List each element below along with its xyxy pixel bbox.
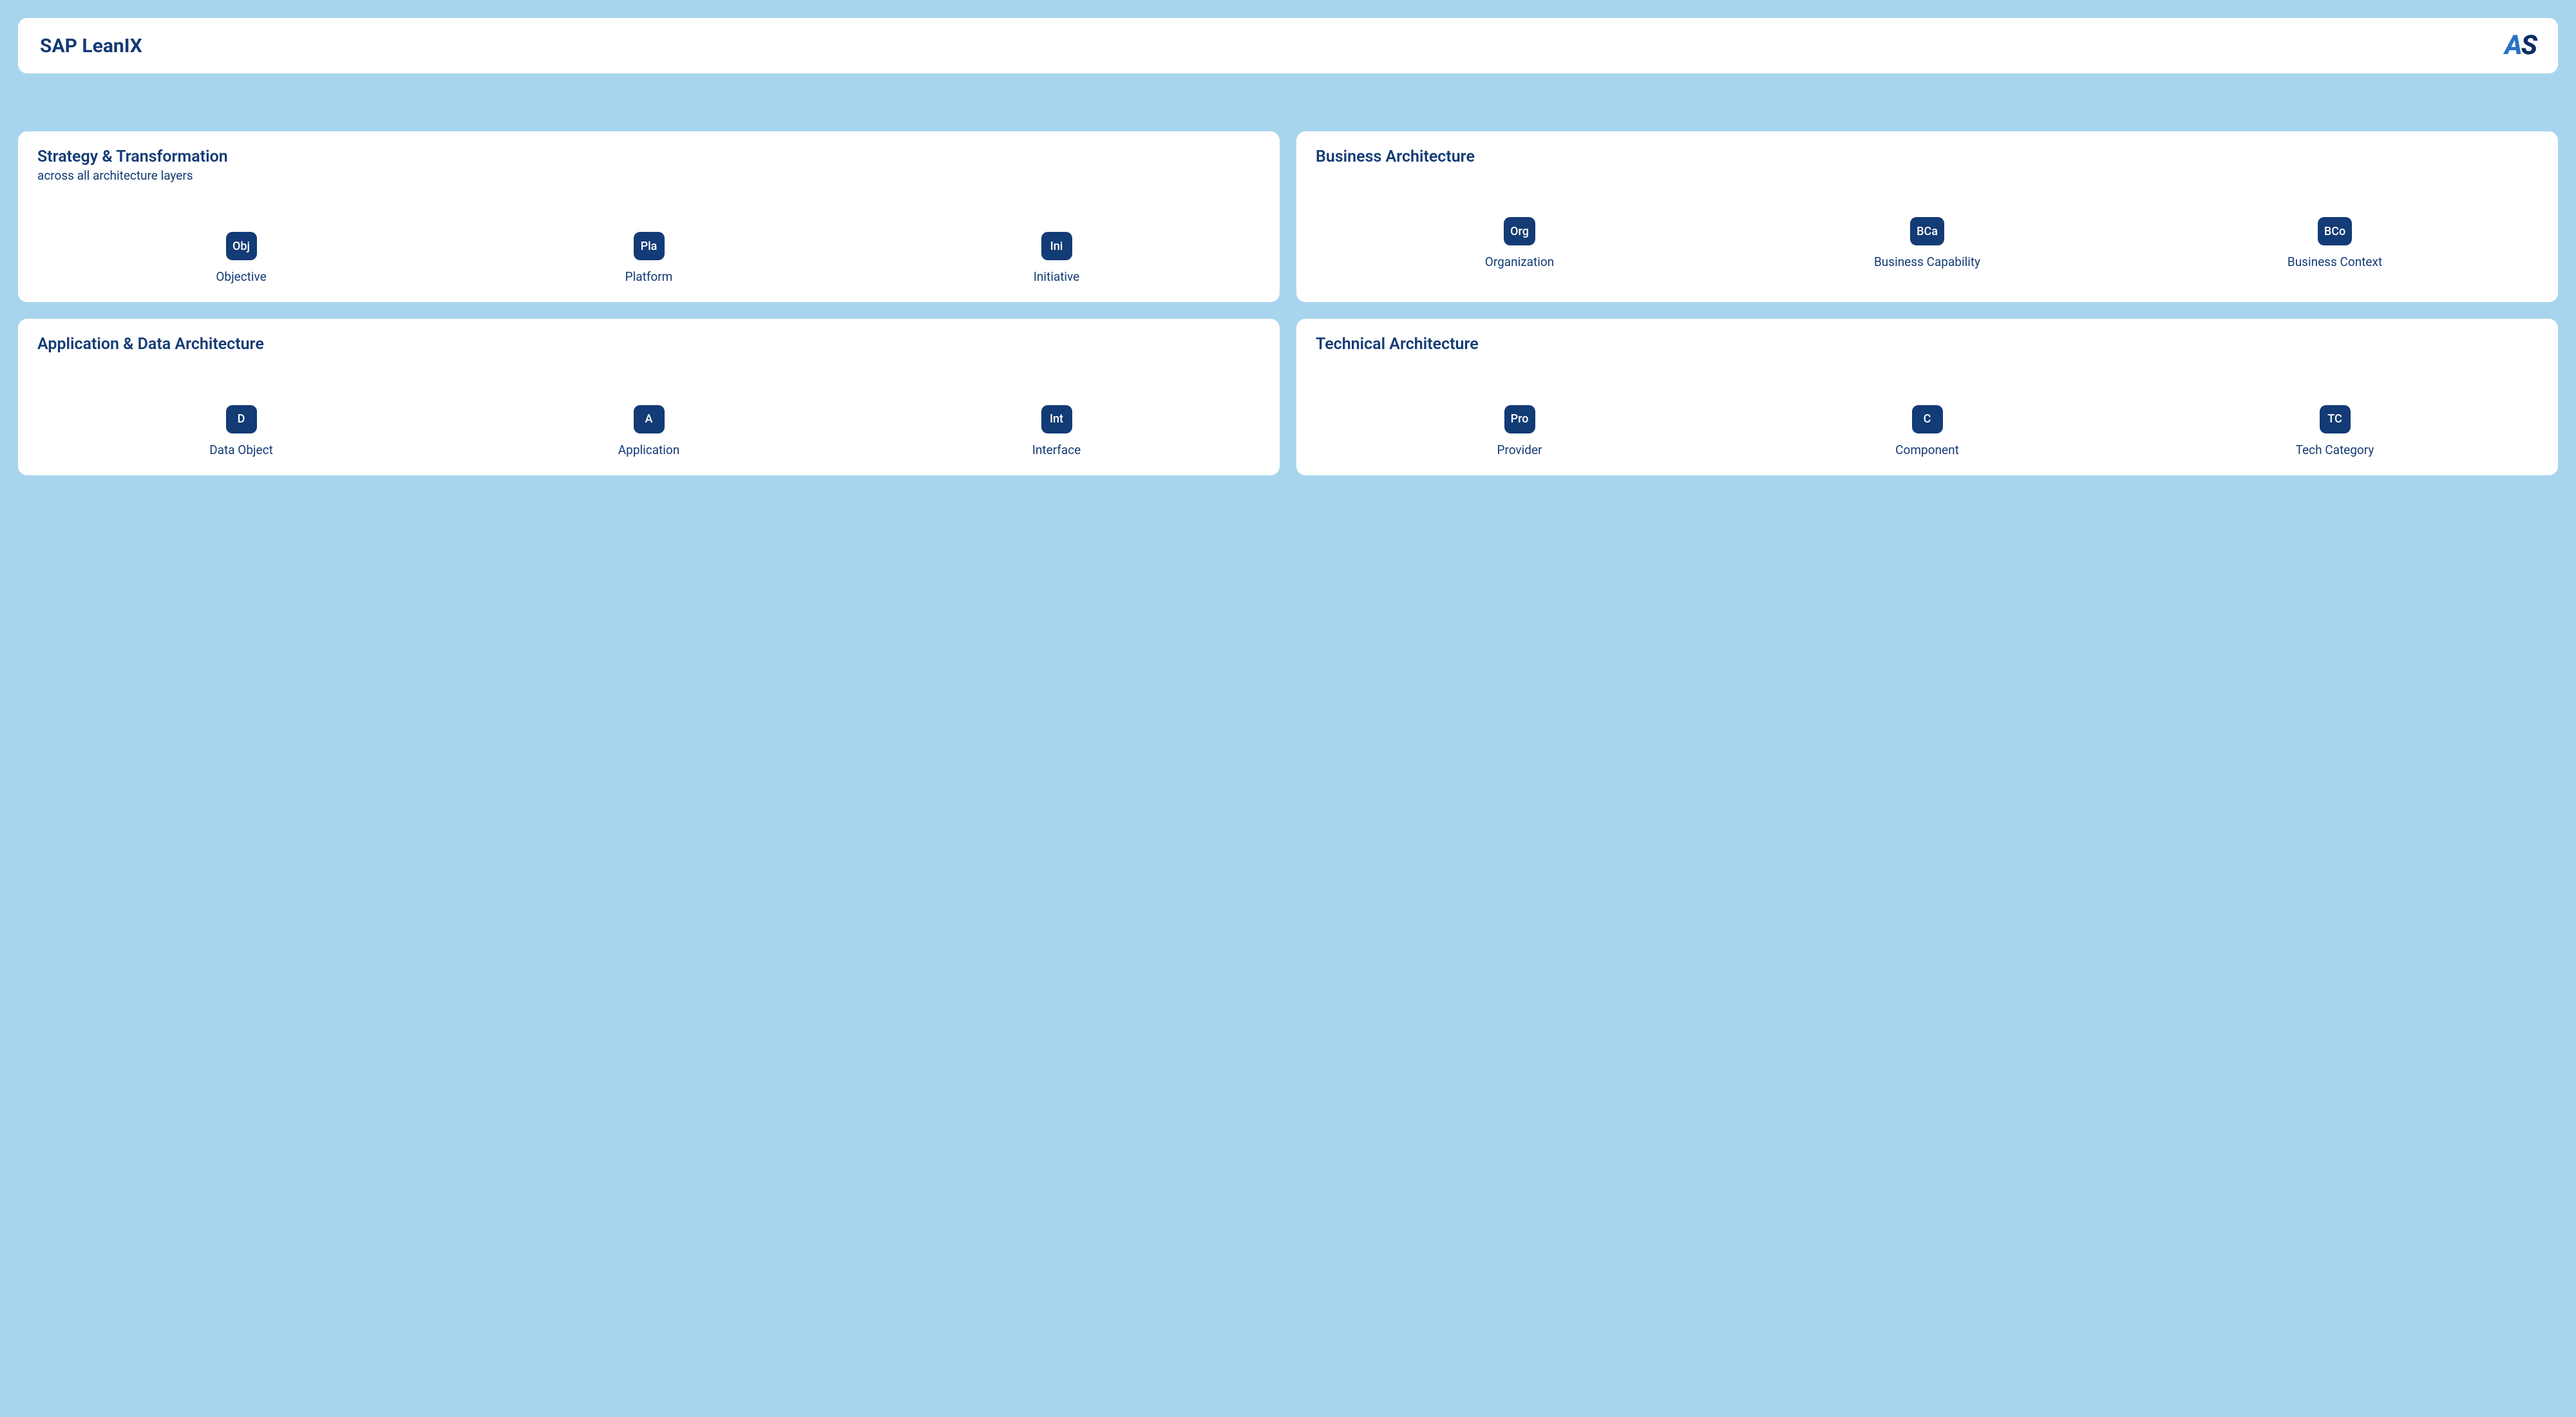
- badge-icon: Ini: [1041, 232, 1072, 260]
- item-application[interactable]: A Application: [445, 405, 853, 457]
- logo-icon: AS: [2505, 32, 2536, 59]
- item-provider[interactable]: Pro Provider: [1316, 405, 1723, 457]
- item-label: Organization: [1485, 254, 1554, 269]
- item-business-capability[interactable]: BCa Business Capability: [1723, 217, 2131, 269]
- badge-icon: Pro: [1504, 405, 1535, 433]
- cards-grid: Strategy & Transformation across all arc…: [18, 131, 2558, 475]
- badge-icon: D: [226, 405, 257, 433]
- badge-icon: BCa: [1910, 217, 1944, 245]
- badge-icon: Pla: [634, 232, 665, 260]
- item-label: Provider: [1497, 442, 1542, 457]
- logo-letter-s: S: [2521, 30, 2536, 61]
- item-label: Platform: [625, 269, 673, 284]
- card-strategy-transformation: Strategy & Transformation across all arc…: [18, 131, 1280, 302]
- item-label: Application: [618, 442, 679, 457]
- item-component[interactable]: C Component: [1723, 405, 2131, 457]
- items-row: Obj Objective Pla Platform Ini Initiativ…: [37, 232, 1260, 284]
- item-data-object[interactable]: D Data Object: [37, 405, 445, 457]
- card-title: Strategy & Transformation: [37, 147, 1260, 167]
- items-row: Pro Provider C Component TC Tech Categor…: [1316, 405, 2539, 457]
- item-interface[interactable]: Int Interface: [853, 405, 1260, 457]
- logo-letter-a: A: [2505, 30, 2521, 61]
- badge-icon: BCo: [2318, 217, 2352, 245]
- badge-icon: C: [1912, 405, 1943, 433]
- item-organization[interactable]: Org Organization: [1316, 217, 1723, 269]
- item-tech-category[interactable]: TC Tech Category: [2131, 405, 2539, 457]
- card-title: Business Architecture: [1316, 147, 2539, 167]
- item-platform[interactable]: Pla Platform: [445, 232, 853, 284]
- badge-icon: TC: [2320, 405, 2351, 433]
- badge-icon: Org: [1504, 217, 1535, 245]
- item-label: Tech Category: [2296, 442, 2374, 457]
- item-business-context[interactable]: BCo Business Context: [2131, 217, 2539, 269]
- item-label: Objective: [216, 269, 266, 284]
- card-title: Application & Data Architecture: [37, 334, 1260, 354]
- items-row: Org Organization BCa Business Capability…: [1316, 217, 2539, 269]
- card-application-data-architecture: Application & Data Architecture D Data O…: [18, 319, 1280, 475]
- card-subtitle: across all architecture layers: [37, 168, 1260, 183]
- card-business-architecture: Business Architecture Org Organization B…: [1296, 131, 2558, 302]
- header-bar: SAP LeanIX AS: [18, 18, 2558, 73]
- page-title: SAP LeanIX: [40, 35, 142, 57]
- item-label: Component: [1895, 442, 1959, 457]
- item-initiative[interactable]: Ini Initiative: [853, 232, 1260, 284]
- item-label: Initiative: [1034, 269, 1079, 284]
- item-label: Business Context: [2287, 254, 2382, 269]
- spacer: [18, 73, 2558, 131]
- badge-icon: Int: [1041, 405, 1072, 433]
- card-technical-architecture: Technical Architecture Pro Provider C Co…: [1296, 319, 2558, 475]
- badge-icon: A: [634, 405, 665, 433]
- badge-icon: Obj: [226, 232, 257, 260]
- item-label: Business Capability: [1874, 254, 1980, 269]
- item-objective[interactable]: Obj Objective: [37, 232, 445, 284]
- item-label: Data Object: [209, 442, 273, 457]
- card-title: Technical Architecture: [1316, 334, 2539, 354]
- items-row: D Data Object A Application Int Interfac…: [37, 405, 1260, 457]
- item-label: Interface: [1032, 442, 1081, 457]
